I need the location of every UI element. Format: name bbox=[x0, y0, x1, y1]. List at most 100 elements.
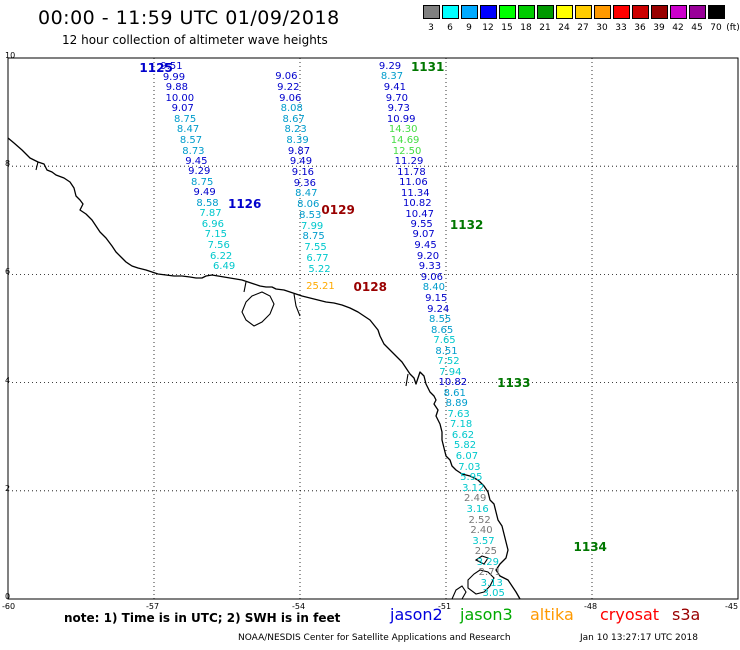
wave-height-value: 5.95 bbox=[460, 472, 483, 484]
wave-height-value: 3.05 bbox=[482, 588, 505, 600]
wave-height-value: 9.36 bbox=[293, 178, 316, 190]
wave-height-value: 9.20 bbox=[416, 250, 440, 262]
wave-height-value: 9.22 bbox=[277, 81, 300, 93]
wave-height-value: 7.56 bbox=[207, 240, 230, 252]
wave-height-value: 8.08 bbox=[280, 102, 303, 114]
legend-swatch bbox=[575, 5, 592, 19]
wave-height-value: 3.13 bbox=[480, 577, 503, 589]
legend-label: 18 bbox=[520, 23, 532, 33]
wave-height-value: 14.30 bbox=[388, 124, 418, 136]
legend-swatch bbox=[461, 5, 478, 19]
wave-height-value: 2.52 bbox=[468, 514, 491, 526]
legend-swatch bbox=[632, 5, 649, 19]
mission-label: cryosat bbox=[600, 605, 660, 624]
wave-height-value: 8.51 bbox=[435, 345, 458, 357]
wave-height-value: 11.78 bbox=[397, 166, 426, 178]
pass-id-label: 0128 bbox=[353, 280, 387, 295]
legend-unit: (ft) bbox=[726, 23, 740, 33]
wave-height-value: 10.82 bbox=[438, 377, 468, 389]
legend-swatch bbox=[670, 5, 687, 19]
wave-height-value: 8.47 bbox=[295, 188, 318, 200]
wave-height-value: 6.49 bbox=[212, 260, 236, 272]
wave-height-value: 7.87 bbox=[199, 208, 222, 220]
legend-swatch bbox=[651, 5, 668, 19]
pass-id-label: 1132 bbox=[449, 218, 484, 233]
legend-label: 24 bbox=[558, 23, 570, 33]
wave-height-value: 10.82 bbox=[402, 198, 432, 210]
latitude-tick-label: 2 bbox=[5, 483, 11, 493]
longitude-tick-label: -48 bbox=[584, 602, 598, 611]
wave-height-value: 2.71 bbox=[478, 567, 501, 579]
wave-height-value: 9.15 bbox=[425, 292, 448, 304]
wave-height-value: 10.47 bbox=[405, 208, 435, 220]
wave-height-value: 3.29 bbox=[476, 556, 499, 568]
wave-height-value: 10.00 bbox=[165, 92, 195, 104]
wave-height-value: 2.25 bbox=[474, 545, 498, 557]
wave-height-value: 8.39 bbox=[286, 135, 309, 147]
credit-line: NOAA/NESDIS Center for Satellite Applica… bbox=[238, 633, 511, 643]
latitude-tick-label: 0 bbox=[5, 592, 11, 601]
graticule bbox=[7, 57, 739, 600]
legend-label: 3 bbox=[428, 23, 434, 33]
mission-label: jason2 bbox=[390, 605, 443, 624]
pass-id-label: 1131 bbox=[410, 59, 445, 74]
wave-height-value: 14.69 bbox=[390, 134, 420, 146]
wave-height-value: 9.29 bbox=[188, 166, 211, 178]
wave-height-value: 10.99 bbox=[386, 113, 416, 125]
wave-height-value: 8.57 bbox=[179, 134, 203, 146]
pass-id-label: 1133 bbox=[497, 376, 531, 391]
wave-height-value: 8.58 bbox=[196, 198, 219, 210]
wave-height-value: 8.61 bbox=[443, 387, 466, 399]
wave-height-value: 9.29 bbox=[378, 60, 402, 72]
wave-height-value: 9.55 bbox=[410, 219, 433, 231]
wave-height-value: 9.70 bbox=[385, 92, 408, 104]
wave-height-value: 8.23 bbox=[284, 124, 307, 136]
wave-height-value: 8.67 bbox=[282, 113, 305, 125]
wave-height-value: 9.33 bbox=[418, 261, 442, 273]
legend-swatch bbox=[537, 5, 554, 19]
wave-height-value: 2.49 bbox=[464, 493, 487, 505]
latitude-tick-label: 4 bbox=[5, 375, 11, 385]
wave-height-value: 7.99 bbox=[301, 220, 324, 232]
legend-swatch bbox=[423, 5, 440, 19]
legend-swatch bbox=[556, 5, 573, 19]
page-title: 00:00 - 11:59 UTC 01/09/2018 bbox=[38, 7, 340, 29]
legend-swatch bbox=[518, 5, 535, 19]
wave-height-value: 8.53 bbox=[299, 209, 322, 221]
wave-height-value: 9.06 bbox=[275, 70, 298, 82]
latitude-tick-label: 10 bbox=[5, 51, 16, 60]
mission-label: altika bbox=[530, 605, 574, 624]
wave-height-value: 8.89 bbox=[445, 398, 468, 410]
legend-label: 21 bbox=[539, 23, 551, 33]
pass-id-label: 1126 bbox=[227, 196, 262, 211]
pass-id-label: 0129 bbox=[321, 203, 355, 218]
mission-label: jason3 bbox=[460, 605, 513, 624]
wave-height-value: 8.40 bbox=[422, 282, 445, 294]
footnote: note: 1) Time is in UTC; 2) SWH is in fe… bbox=[64, 611, 341, 625]
wave-height-value: 8.75 bbox=[191, 176, 214, 188]
wave-height-value: 9.24 bbox=[427, 303, 450, 315]
wave-height-value: 6.22 bbox=[210, 250, 233, 262]
wave-height-value: 9.45 bbox=[414, 240, 437, 252]
page-subtitle: 12 hour collection of altimeter wave hei… bbox=[62, 33, 328, 47]
legend-swatch bbox=[689, 5, 706, 19]
wave-height-value: 6.77 bbox=[306, 252, 329, 264]
wave-height-value: 7.03 bbox=[458, 461, 481, 473]
legend-swatch bbox=[594, 5, 611, 19]
legend-swatch bbox=[708, 5, 725, 19]
legend-label: 9 bbox=[466, 23, 472, 33]
wave-height-value: 8.55 bbox=[429, 313, 452, 325]
longitude-tick-label: -60 bbox=[2, 602, 16, 611]
wave-height-value: 3.57 bbox=[472, 535, 495, 547]
legend-label: 39 bbox=[653, 23, 665, 33]
wave-height-value: 8.73 bbox=[182, 145, 205, 157]
wave-height-value: 7.15 bbox=[204, 229, 227, 241]
wave-height-value: 11.29 bbox=[394, 155, 424, 167]
legend-label: 33 bbox=[615, 23, 627, 33]
mission-label: s3a bbox=[672, 605, 701, 624]
wave-height-value: 9.49 bbox=[289, 156, 313, 168]
latitude-tick-label: 6 bbox=[5, 267, 11, 277]
wave-height-value: 8.37 bbox=[380, 71, 404, 83]
